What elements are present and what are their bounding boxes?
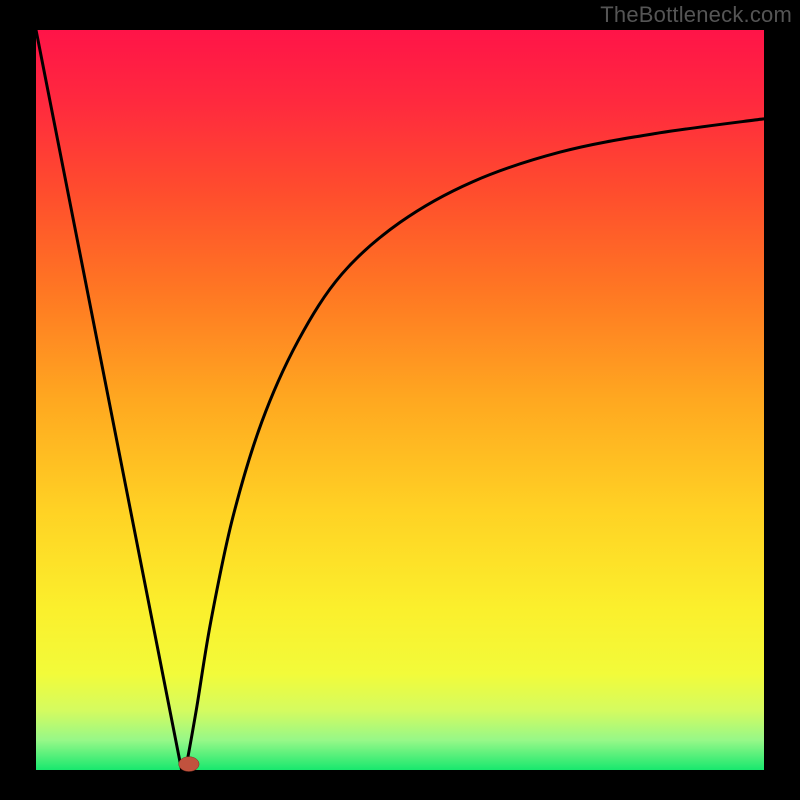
bottleneck-chart [0, 0, 800, 800]
chart-frame: TheBottleneck.com [0, 0, 800, 800]
watermark-text: TheBottleneck.com [600, 2, 792, 28]
plot-background [36, 30, 764, 770]
optimal-marker [179, 757, 199, 772]
